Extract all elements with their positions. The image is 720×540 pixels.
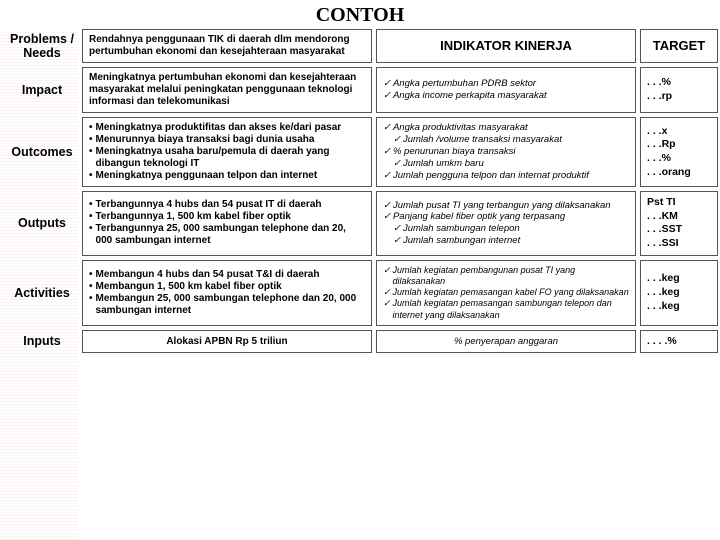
inputs-target: . . . .%: [640, 330, 718, 354]
indikator-line: ✓Jumlah kegiatan pemasangan kabel FO yan…: [383, 287, 629, 298]
row-label-problems: Problems / Needs: [6, 29, 78, 63]
inputs-indikator: % penyerapan anggaran: [376, 330, 636, 354]
bullet-text: Menurunnya biaya transaksi bagi dunia us…: [96, 134, 315, 146]
row-label-outcomes: Outcomes: [6, 117, 78, 187]
bullet-text: Terbangunnya 4 hubs dan 54 pusat IT di d…: [96, 199, 322, 211]
indikator-text: Angka produktivitas masyarakat: [393, 122, 528, 134]
bullet-line: •Membangun 25, 000 sambungan telephone d…: [89, 293, 365, 317]
check-icon: ✓: [383, 298, 391, 321]
bullet-text: Membangun 25, 000 sambungan telephone da…: [96, 293, 365, 317]
bullet-line: •Meningkatnya produktifitas dan akses ke…: [89, 122, 365, 134]
header-target: TARGET: [640, 29, 718, 63]
indikator-text: Jumlah pengguna telpon dan internat prod…: [393, 170, 589, 182]
check-icon: ✓: [393, 158, 401, 170]
bullet-icon: •: [89, 293, 93, 317]
indikator-text: Jumlah kegiatan pemasangan sambungan tel…: [393, 298, 629, 321]
bullet-line: •Meningkatnya penggunaan telpon dan inte…: [89, 170, 365, 182]
bullet-text: Meningkatnya usaha baru/pemula di daerah…: [96, 146, 365, 170]
indikator-text: Angka pertumbuhan PDRB sektor: [393, 78, 536, 90]
check-icon: ✓: [383, 265, 391, 288]
bullet-line: •Membangun 4 hubs dan 54 pusat T&I di da…: [89, 269, 365, 281]
outcomes-target: . . .x . . .Rp . . .% . . .orang: [640, 117, 718, 187]
bullet-text: Meningkatnya produktifitas dan akses ke/…: [96, 122, 342, 134]
activities-desc: •Membangun 4 hubs dan 54 pusat T&I di da…: [82, 260, 372, 326]
outputs-indikator: ✓Jumlah pusat TI yang terbangun yang dil…: [376, 191, 636, 256]
bullet-icon: •: [89, 134, 93, 146]
indikator-text: Jumlah sambungan telepon: [403, 223, 520, 235]
indikator-text: Jumlah /volume transaksi masyarakat: [403, 134, 562, 146]
bullet-text: Membangun 4 hubs dan 54 pusat T&I di dae…: [96, 269, 320, 281]
indikator-text: Jumlah pusat TI yang terbangun yang dila…: [393, 200, 611, 212]
indikator-line: ✓Angka pertumbuhan PDRB sektor: [383, 78, 629, 90]
impact-indikator: ✓Angka pertumbuhan PDRB sektor✓Angka inc…: [376, 67, 636, 113]
check-icon: ✓: [383, 200, 391, 212]
problems-desc: Rendahnya penggunaan TIK di daerah dlm m…: [82, 29, 372, 63]
check-icon: ✓: [383, 90, 391, 102]
check-icon: ✓: [383, 122, 391, 134]
bullet-icon: •: [89, 281, 93, 293]
bullet-text: Terbangunnya 25, 000 sambungan telephone…: [96, 223, 365, 247]
impact-target: . . .% . . .rp: [640, 67, 718, 113]
impact-desc: Meningkatnya pertumbuhan ekonomi dan kes…: [82, 67, 372, 113]
bullet-line: •Meningkatnya usaha baru/pemula di daera…: [89, 146, 365, 170]
indikator-line: ✓Jumlah umkm baru: [383, 158, 629, 170]
bullet-icon: •: [89, 199, 93, 211]
row-label-inputs: Inputs: [6, 330, 78, 354]
indikator-line: ✓Jumlah sambungan internet: [383, 235, 629, 247]
bullet-line: •Menurunnya biaya transaksi bagi dunia u…: [89, 134, 365, 146]
indikator-text: Panjang kabel fiber optik yang terpasang: [393, 211, 565, 223]
bullet-line: •Terbangunnya 4 hubs dan 54 pusat IT di …: [89, 199, 365, 211]
bullet-icon: •: [89, 146, 93, 170]
check-icon: ✓: [383, 211, 391, 223]
activities-target: . . .keg . . .keg . . .keg: [640, 260, 718, 326]
bullet-text: Meningkatnya penggunaan telpon dan inter…: [96, 170, 318, 182]
check-icon: ✓: [383, 78, 391, 90]
indikator-line: ✓Jumlah /volume transaksi masyarakat: [383, 134, 629, 146]
check-icon: ✓: [393, 223, 401, 235]
outputs-target: Pst TI . . .KM . . .SST . . .SSI: [640, 191, 718, 256]
bullet-line: •Terbangunnya 1, 500 km kabel fiber opti…: [89, 211, 365, 223]
page-title: CONTOH: [0, 0, 720, 29]
activities-indikator: ✓Jumlah kegiatan pembangunan pusat TI ya…: [376, 260, 636, 326]
row-label-impact: Impact: [6, 67, 78, 113]
logic-model-grid: Problems / Needs Rendahnya penggunaan TI…: [0, 29, 720, 353]
bullet-icon: •: [89, 223, 93, 247]
row-label-activities: Activities: [6, 260, 78, 326]
indikator-text: Angka income perkapita masyarakat: [393, 90, 547, 102]
bullet-line: •Terbangunnya 25, 000 sambungan telephon…: [89, 223, 365, 247]
indikator-text: % penurunan biaya transaksi: [393, 146, 516, 158]
inputs-desc: Alokasi APBN Rp 5 triliun: [82, 330, 372, 354]
indikator-text: Jumlah kegiatan pembangunan pusat TI yan…: [393, 265, 629, 288]
indikator-line: ✓Angka income perkapita masyarakat: [383, 90, 629, 102]
bullet-icon: •: [89, 269, 93, 281]
indikator-line: ✓Panjang kabel fiber optik yang terpasan…: [383, 211, 629, 223]
indikator-line: ✓% penurunan biaya transaksi: [383, 146, 629, 158]
bullet-icon: •: [89, 170, 93, 182]
indikator-line: ✓Jumlah pengguna telpon dan internat pro…: [383, 170, 629, 182]
outcomes-desc: •Meningkatnya produktifitas dan akses ke…: [82, 117, 372, 187]
indikator-line: ✓Jumlah pusat TI yang terbangun yang dil…: [383, 200, 629, 212]
outputs-desc: •Terbangunnya 4 hubs dan 54 pusat IT di …: [82, 191, 372, 256]
header-indikator: INDIKATOR KINERJA: [376, 29, 636, 63]
indikator-line: ✓Jumlah kegiatan pembangunan pusat TI ya…: [383, 265, 629, 288]
check-icon: ✓: [383, 287, 391, 298]
bullet-text: Terbangunnya 1, 500 km kabel fiber optik: [96, 211, 291, 223]
check-icon: ✓: [393, 235, 401, 247]
indikator-line: ✓Angka produktivitas masyarakat: [383, 122, 629, 134]
check-icon: ✓: [393, 134, 401, 146]
outcomes-indikator: ✓Angka produktivitas masyarakat✓Jumlah /…: [376, 117, 636, 187]
bullet-line: •Membangun 1, 500 km kabel fiber optik: [89, 281, 365, 293]
check-icon: ✓: [383, 146, 391, 158]
row-label-outputs: Outputs: [6, 191, 78, 256]
indikator-line: ✓Jumlah sambungan telepon: [383, 223, 629, 235]
bullet-icon: •: [89, 211, 93, 223]
indikator-line: ✓Jumlah kegiatan pemasangan sambungan te…: [383, 298, 629, 321]
indikator-text: Jumlah kegiatan pemasangan kabel FO yang…: [393, 287, 629, 298]
bullet-text: Membangun 1, 500 km kabel fiber optik: [96, 281, 282, 293]
check-icon: ✓: [383, 170, 391, 182]
bullet-icon: •: [89, 122, 93, 134]
indikator-text: Jumlah umkm baru: [403, 158, 484, 170]
indikator-text: Jumlah sambungan internet: [403, 235, 520, 247]
